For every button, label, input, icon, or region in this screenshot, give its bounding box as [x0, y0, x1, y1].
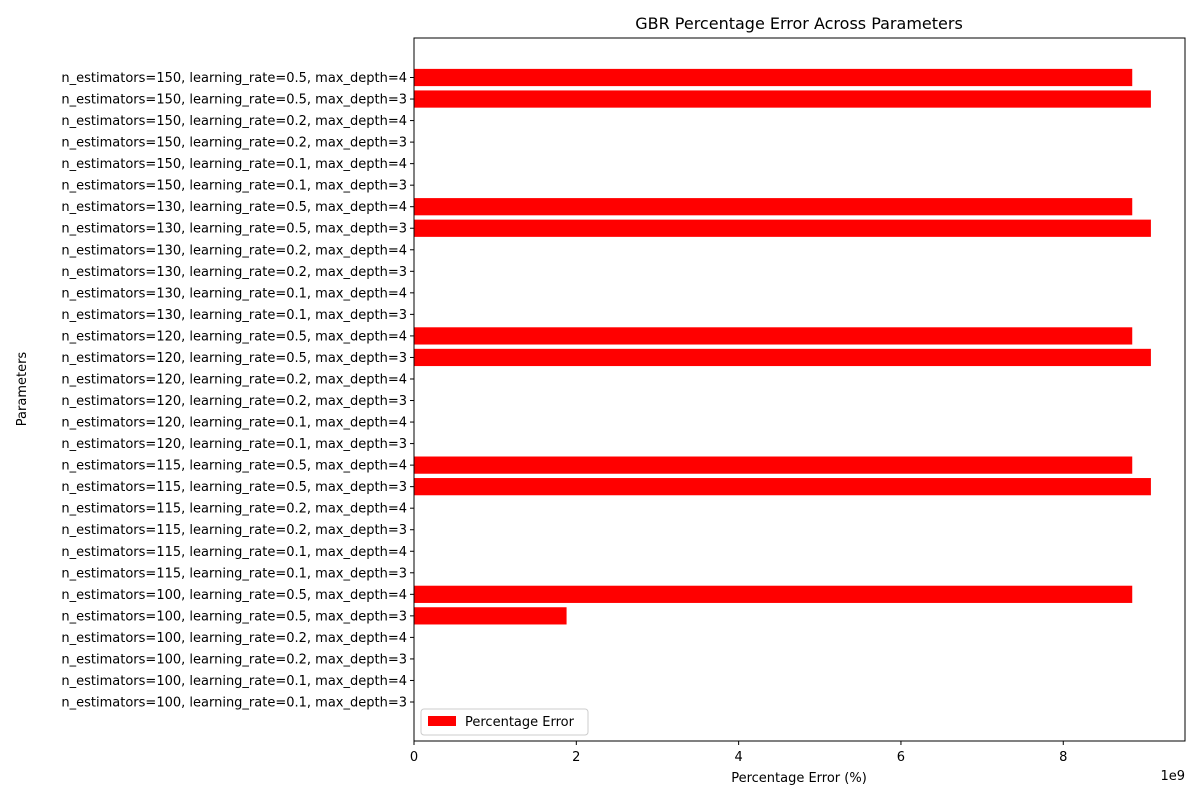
bar	[414, 90, 1151, 108]
y-tick-label: n_estimators=100, learning_rate=0.1, max…	[61, 674, 407, 689]
y-tick-label: n_estimators=120, learning_rate=0.1, max…	[61, 437, 407, 452]
y-tick-label: n_estimators=130, learning_rate=0.1, max…	[61, 308, 407, 323]
y-tick-label: n_estimators=120, learning_rate=0.1, max…	[61, 416, 407, 431]
bar	[414, 478, 1151, 496]
bar	[414, 198, 1133, 216]
plot-frame	[413, 37, 1186, 742]
x-tick-label: 2	[572, 750, 580, 765]
y-tick-label: n_estimators=130, learning_rate=0.5, max…	[61, 222, 407, 237]
y-tick-label: n_estimators=115, learning_rate=0.1, max…	[61, 545, 407, 560]
y-tick-label: n_estimators=120, learning_rate=0.2, max…	[61, 394, 407, 409]
y-tick-label: n_estimators=115, learning_rate=0.2, max…	[61, 502, 407, 517]
bar	[414, 607, 567, 625]
x-tick-label: 4	[734, 750, 742, 765]
x-tick-label: 8	[1059, 750, 1067, 765]
y-tick-label: n_estimators=130, learning_rate=0.5, max…	[61, 200, 407, 215]
y-tick-label: n_estimators=120, learning_rate=0.5, max…	[61, 351, 407, 366]
legend-box	[420, 708, 589, 736]
bar	[414, 68, 1133, 87]
y-tick-label: n_estimators=130, learning_rate=0.1, max…	[61, 286, 407, 301]
x-ticks-group: 0 2 4 6 8	[410, 741, 1067, 765]
legend: Percentage Error	[420, 708, 589, 736]
y-ticks-group: n_estimators=100, learning_rate=0.1, max…	[61, 71, 414, 711]
y-tick-label: n_estimators=115, learning_rate=0.2, max…	[61, 523, 407, 538]
y-tick-label: n_estimators=100, learning_rate=0.1, max…	[61, 696, 407, 711]
y-tick-label: n_estimators=150, learning_rate=0.5, max…	[61, 71, 407, 86]
x-axis-label: Percentage Error (%)	[731, 771, 867, 786]
x-tick-label: 0	[410, 750, 418, 765]
y-tick-label: n_estimators=150, learning_rate=0.1, max…	[61, 157, 407, 172]
bar	[414, 219, 1151, 237]
y-tick-label: n_estimators=115, learning_rate=0.5, max…	[61, 459, 407, 474]
y-tick-label: n_estimators=100, learning_rate=0.5, max…	[61, 588, 407, 603]
y-tick-label: n_estimators=120, learning_rate=0.2, max…	[61, 372, 407, 387]
y-tick-label: n_estimators=120, learning_rate=0.5, max…	[61, 329, 407, 344]
y-tick-label: n_estimators=150, learning_rate=0.2, max…	[61, 114, 407, 129]
legend-label: Percentage Error	[465, 715, 575, 730]
bar	[414, 456, 1133, 474]
y-tick-label: n_estimators=150, learning_rate=0.2, max…	[61, 136, 407, 151]
bar	[414, 327, 1133, 345]
y-tick-label: n_estimators=100, learning_rate=0.5, max…	[61, 609, 407, 624]
y-axis-label: Parameters	[15, 352, 30, 427]
x-offset-label: 1e9	[1160, 769, 1185, 784]
bar	[414, 585, 1133, 603]
bar	[414, 348, 1151, 367]
y-tick-label: n_estimators=100, learning_rate=0.2, max…	[61, 631, 407, 646]
y-tick-label: n_estimators=130, learning_rate=0.2, max…	[61, 243, 407, 258]
bars-group	[414, 68, 1151, 625]
y-tick-label: n_estimators=100, learning_rate=0.2, max…	[61, 652, 407, 667]
y-tick-label: n_estimators=150, learning_rate=0.1, max…	[61, 179, 407, 194]
y-tick-label: n_estimators=115, learning_rate=0.1, max…	[61, 566, 407, 581]
y-tick-label: n_estimators=150, learning_rate=0.5, max…	[61, 93, 407, 108]
legend-swatch	[428, 716, 456, 726]
y-tick-label: n_estimators=130, learning_rate=0.2, max…	[61, 265, 407, 280]
chart-title: GBR Percentage Error Across Parameters	[635, 14, 963, 33]
y-tick-label: n_estimators=115, learning_rate=0.5, max…	[61, 480, 407, 495]
x-tick-label: 6	[897, 750, 905, 765]
